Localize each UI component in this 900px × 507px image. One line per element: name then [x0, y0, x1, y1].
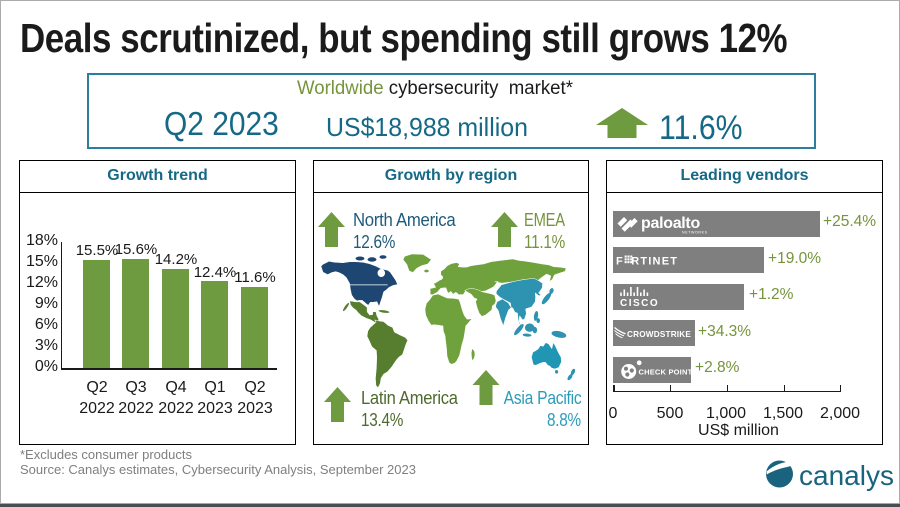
- svg-text:CHECK POINT: CHECK POINT: [639, 367, 693, 376]
- svg-text:paloalto: paloalto: [641, 215, 700, 232]
- svg-text:NETWORKS: NETWORKS: [682, 231, 708, 235]
- svg-text:CISCO: CISCO: [620, 298, 659, 308]
- svg-text:canalys: canalys: [799, 460, 894, 491]
- svg-text:CROWDSTRIKE: CROWDSTRIKE: [627, 330, 691, 339]
